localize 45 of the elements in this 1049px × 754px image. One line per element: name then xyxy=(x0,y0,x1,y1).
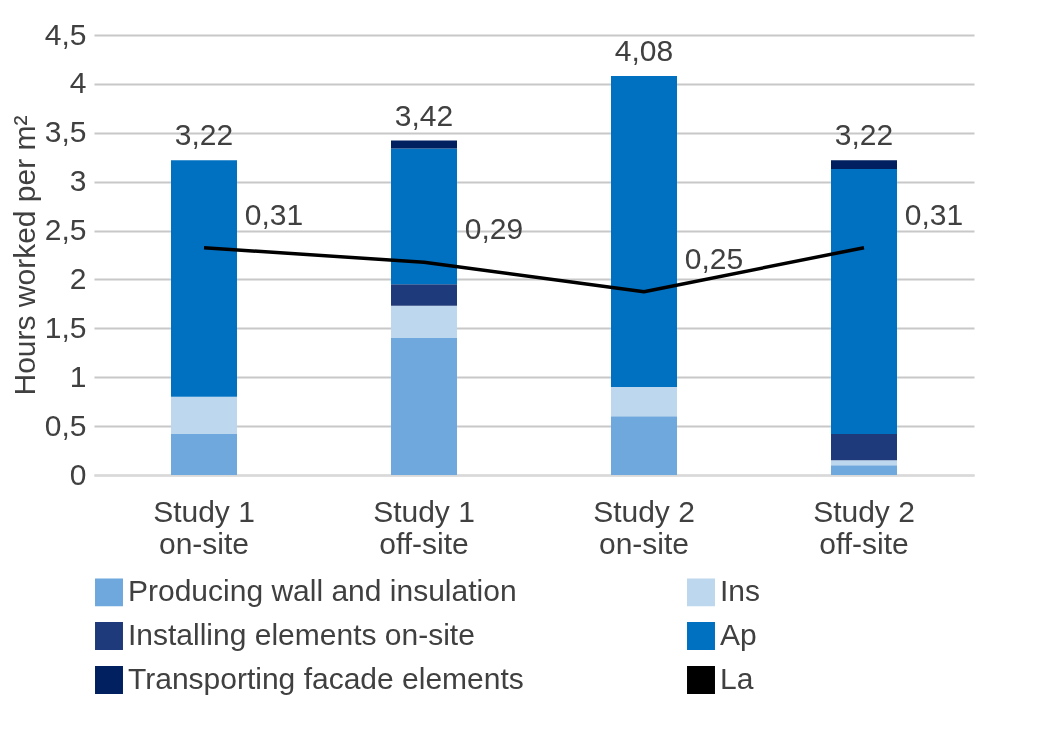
y-axis-title: Hours worked per m² xyxy=(7,115,41,396)
bar xyxy=(171,433,237,475)
bar xyxy=(391,140,457,149)
bar xyxy=(611,76,677,387)
bar xyxy=(831,160,897,169)
total-label: 3,22 xyxy=(834,118,894,152)
bar xyxy=(391,338,457,475)
y-tick-label: 4 xyxy=(69,66,87,100)
legend-label: Ap xyxy=(720,618,757,651)
data-label: 0,31 xyxy=(244,197,304,231)
data-label: 0,31 xyxy=(904,197,964,231)
x-tick-label: Study 1 off-site xyxy=(373,494,475,560)
bar xyxy=(831,168,897,434)
y-tick-label: 1,5 xyxy=(44,310,87,344)
x-tick-label: Study 1 on-site xyxy=(153,494,255,560)
total-label: 3,22 xyxy=(174,118,234,152)
legend-label: Producing wall and insulation xyxy=(128,574,517,608)
x-tick-label: Study 2 off-site xyxy=(813,494,915,560)
bar xyxy=(171,396,237,434)
y-tick-label: 3,5 xyxy=(44,115,87,149)
bar xyxy=(611,416,677,475)
legend-label: Installing elements on-site xyxy=(128,618,475,651)
bar xyxy=(391,284,457,306)
x-tick-label: Study 2 on-site xyxy=(593,494,695,560)
y-tick-label: 0 xyxy=(69,457,87,491)
y-tick-label: 1 xyxy=(69,359,87,393)
bar xyxy=(391,148,457,285)
bar xyxy=(171,160,237,397)
bar xyxy=(391,305,457,339)
y-tick-label: 2,5 xyxy=(44,213,87,247)
legend-label: Ins xyxy=(720,574,761,608)
y-tick-label: 2 xyxy=(69,261,87,295)
bar xyxy=(831,460,897,466)
legend-label: La xyxy=(720,662,754,695)
y-tick-label: 0,5 xyxy=(44,408,87,442)
data-label: 0,25 xyxy=(684,241,744,275)
bar xyxy=(831,465,897,475)
y-tick-label: 4,5 xyxy=(44,17,87,51)
bar xyxy=(611,387,677,417)
legend-label: Transporting facade elements xyxy=(128,662,524,695)
y-tick-label: 3 xyxy=(69,164,87,198)
total-label: 3,42 xyxy=(394,98,454,132)
data-label: 0,29 xyxy=(464,212,524,246)
bar xyxy=(831,433,897,461)
total-label: 4,08 xyxy=(614,34,674,68)
